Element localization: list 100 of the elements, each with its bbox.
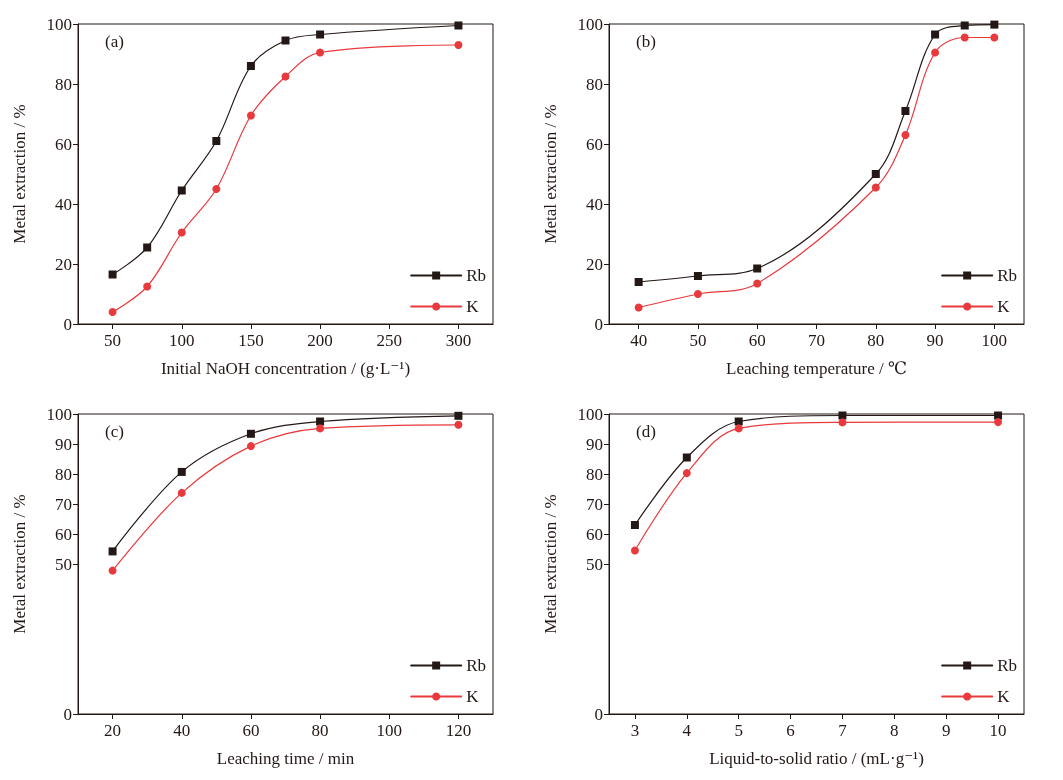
point bbox=[108, 270, 117, 279]
x-tick-label: 3 bbox=[630, 721, 640, 740]
x-tick-label: 100 bbox=[981, 331, 1008, 350]
point bbox=[630, 521, 639, 529]
point bbox=[682, 453, 691, 462]
chart-title: (a) bbox=[105, 32, 124, 51]
x-tick-label: 20 bbox=[104, 721, 122, 740]
point bbox=[693, 272, 702, 280]
y-tick-label: 0 bbox=[594, 314, 603, 334]
x-axis-title: Leaching time / min bbox=[216, 749, 355, 768]
y-axis-title: Metal extraction / % bbox=[541, 104, 560, 244]
y-tick-label: 80 bbox=[586, 464, 603, 484]
x-tick-label: 6 bbox=[786, 721, 795, 740]
chart-title: (b) bbox=[636, 32, 656, 51]
y-tick-label: 20 bbox=[55, 254, 72, 274]
point bbox=[634, 303, 643, 312]
point bbox=[960, 21, 969, 30]
x-tick-label: 80 bbox=[867, 331, 885, 350]
point bbox=[108, 308, 117, 316]
y-tick-label: 70 bbox=[55, 494, 72, 514]
y-tick-label: 60 bbox=[586, 134, 603, 154]
x-tick-label: 100 bbox=[169, 331, 195, 350]
point bbox=[901, 131, 910, 139]
y-axis-title: Metal extraction / % bbox=[10, 494, 29, 634]
point bbox=[753, 264, 762, 273]
y-tick-label: 100 bbox=[577, 14, 603, 34]
point bbox=[734, 424, 743, 433]
y-axis-title: Metal extraction / % bbox=[10, 104, 29, 244]
x-tick-label: 4 bbox=[682, 721, 692, 740]
x-tick-label: 120 bbox=[445, 721, 472, 740]
x-tick-label: 8 bbox=[890, 721, 899, 740]
point bbox=[454, 420, 463, 429]
point bbox=[316, 48, 325, 57]
y-tick-label: 100 bbox=[577, 404, 603, 424]
x-tick-label: 9 bbox=[941, 721, 951, 740]
y-tick-label: 0 bbox=[63, 314, 72, 334]
y-tick-label: 90 bbox=[55, 434, 72, 454]
chart-title: (d) bbox=[636, 422, 656, 441]
x-axis-title: Liquid-to-solid ratio / (mL·g⁻¹) bbox=[709, 749, 924, 768]
x-tick-label: 70 bbox=[808, 331, 825, 350]
y-tick-label: 80 bbox=[586, 74, 603, 94]
legend-label: Rb bbox=[997, 656, 1017, 675]
point bbox=[693, 290, 702, 298]
x-tick-label: 50 bbox=[689, 331, 707, 350]
point bbox=[838, 418, 847, 427]
point bbox=[454, 21, 463, 30]
x-tick-label: 250 bbox=[376, 331, 402, 350]
point bbox=[454, 411, 463, 420]
y-tick-label: 60 bbox=[55, 134, 72, 154]
chart-title: (c) bbox=[105, 422, 124, 441]
x-tick-label: 7 bbox=[838, 721, 848, 740]
x-tick-label: 150 bbox=[238, 331, 264, 350]
legend-label: K bbox=[997, 297, 1011, 316]
point bbox=[316, 424, 325, 433]
x-tick-label: 50 bbox=[104, 331, 122, 350]
legend-label: Rb bbox=[997, 266, 1017, 285]
point bbox=[753, 279, 762, 288]
point bbox=[871, 170, 880, 178]
y-axis-title: Metal extraction / % bbox=[541, 494, 560, 634]
point bbox=[990, 20, 999, 29]
point bbox=[108, 547, 117, 556]
y-tick-label: 50 bbox=[55, 554, 72, 574]
point bbox=[143, 243, 152, 252]
y-tick-label: 0 bbox=[63, 704, 72, 724]
y-tick-label: 0 bbox=[594, 704, 603, 724]
point bbox=[177, 467, 186, 476]
point bbox=[931, 48, 940, 57]
x-tick-label: 80 bbox=[311, 721, 329, 740]
point bbox=[177, 488, 186, 497]
point bbox=[316, 30, 325, 39]
point bbox=[177, 186, 186, 195]
point bbox=[212, 185, 221, 193]
y-tick-label: 60 bbox=[55, 524, 72, 544]
x-tick-label: 90 bbox=[926, 331, 944, 350]
y-tick-label: 20 bbox=[586, 254, 603, 274]
point bbox=[212, 137, 221, 145]
y-tick-label: 80 bbox=[55, 74, 72, 94]
point bbox=[901, 107, 910, 115]
point bbox=[990, 33, 999, 42]
x-axis-title: Leaching temperature / ℃ bbox=[726, 359, 907, 378]
x-tick-label: 100 bbox=[376, 721, 402, 740]
x-tick-label: 200 bbox=[307, 331, 333, 350]
y-tick-label: 50 bbox=[586, 554, 603, 574]
y-tick-label: 100 bbox=[46, 404, 72, 424]
point bbox=[634, 278, 643, 286]
point bbox=[246, 429, 255, 438]
x-tick-label: 40 bbox=[173, 721, 191, 740]
point bbox=[871, 183, 880, 192]
y-tick-label: 60 bbox=[586, 524, 603, 544]
x-tick-label: 10 bbox=[989, 721, 1007, 740]
point bbox=[630, 546, 639, 555]
x-axis-title: Initial NaOH concentration / (g·L⁻¹) bbox=[160, 359, 411, 378]
legend-label: Rb bbox=[466, 656, 486, 675]
legend-label: Rb bbox=[466, 266, 486, 285]
point bbox=[281, 72, 290, 81]
x-tick-label: 60 bbox=[748, 331, 766, 350]
x-tick-label: 5 bbox=[734, 721, 743, 740]
point bbox=[246, 111, 255, 120]
y-tick-label: 90 bbox=[586, 434, 603, 454]
point bbox=[246, 442, 255, 451]
